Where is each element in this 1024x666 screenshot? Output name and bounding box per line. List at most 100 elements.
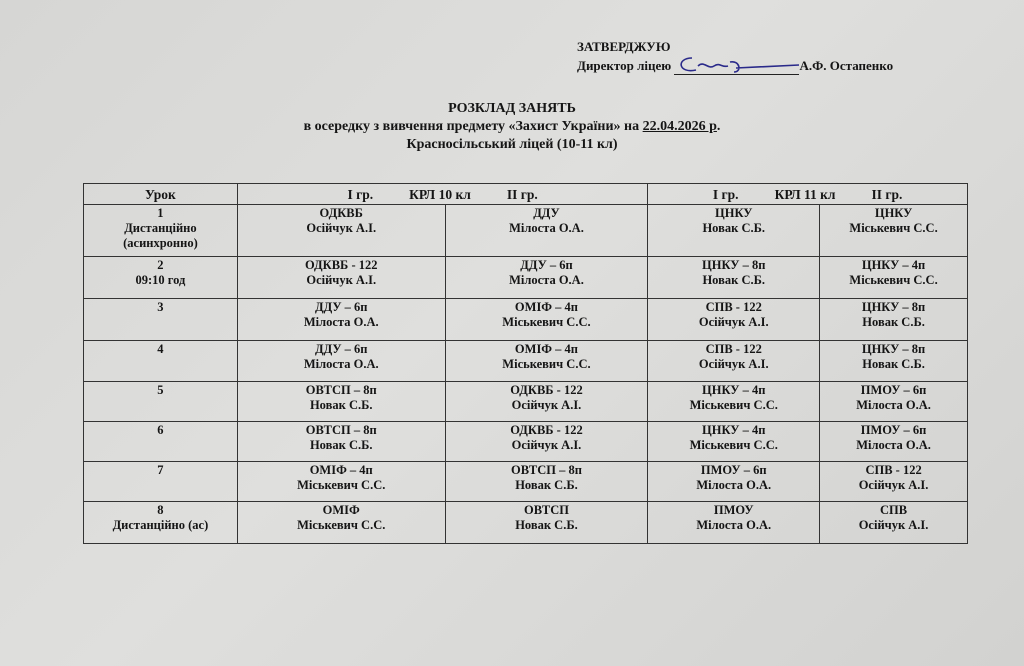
table-row: 8 Дистанційно (ас) ОМІФ Міськевич С.С. ОВТСП… [83,501,968,544]
teacher: Міськевич С.С. [502,357,591,371]
subject-cell: ОДКВБ - 122 Осійчук А.І. [236,256,446,299]
lesson-cell: 7 [83,461,238,502]
subject-cell: ОВТСП Новак С.Б. [444,501,649,544]
teacher: Мілоста О.А. [509,273,584,287]
subject: ЦНКУ – 4п [861,258,926,272]
title-line2: в осередку з вивчення предмету «Захист У… [0,118,1024,136]
subject: ОДКВБ [319,206,363,220]
subject: ОДКВБ - 122 [510,423,583,437]
lesson-number: 3 [157,300,164,314]
lesson-cell: 8 Дистанційно (ас) [83,501,238,544]
subject: ОДКВБ - 122 [304,258,378,272]
subject: ОВТСП – 8п [510,463,582,477]
title-line2-text: в осередку з вивчення предмету «Захист У… [303,119,643,134]
schedule-date: 22.04.2026 р [642,119,717,134]
subject-cell: ОДКВБ - 122 Осійчук А.І. [444,421,649,462]
subject: ДДУ – 6п [520,258,573,272]
lesson-cell: 1 Дистанційно (асинхронно) [83,204,238,257]
subject: ОМІФ – 4п [514,342,578,356]
header-group1: І гр. [712,186,739,202]
subject: ОВТСП – 8п [305,423,377,437]
subject-cell: ЦНКУ – 8п Новак С.Б. [819,298,968,341]
subject-cell: ОВТСП – 8п Новак С.Б. [236,421,446,462]
teacher: Мілоста О.А. [509,221,584,235]
teacher: Новак С.Б. [862,357,925,371]
lesson-number: 8 [157,503,164,517]
subject-cell: ДДУ – 6п Мілоста О.А. [236,340,446,382]
approval-block: ЗАТВЕРДЖУЮ Директор ліцею А.Ф. Остапенко [577,37,893,75]
lesson-note: 09:10 год [135,273,186,287]
subject-cell: СПВ - 122 Осійчук А.І. [819,461,968,502]
title-line2-suffix: . [716,119,721,134]
subject-cell: ОВТСП – 8п Новак С.Б. [444,461,649,502]
teacher: Новак С.Б. [515,478,578,492]
teacher: Новак С.Б. [309,398,373,412]
subject: ЦНКУ – 4п [702,423,766,437]
subject: ЦНКУ – 8п [861,342,926,356]
subject: ОМІФ – 4п [514,300,578,314]
subject: ПМОУ – 6п [860,423,927,437]
teacher: Міськевич С.С. [297,518,386,532]
lesson-number: 5 [157,383,164,397]
subject: ОДКВБ - 122 [510,383,583,397]
subject: ОМІФ [322,503,360,517]
table-row: 4 ДДУ – 6п Мілоста О.А. ОМІФ – 4п Міськевич … [83,340,968,382]
approval-name: А.Ф. Остапенко [799,58,894,73]
subject-cell: ОВТСП – 8п Новак С.Б. [236,381,446,422]
header-group1: І гр. [347,186,374,202]
lesson-note: Дистанційно (ас) [112,518,209,532]
teacher: Мілоста О.А. [696,518,772,532]
teacher: Новак С.Б. [702,273,765,287]
subject: ОВТСП [523,503,569,517]
subject-cell: ПМОУ – 6п Мілоста О.А. [819,421,968,462]
subject-cell: ОМІФ Міськевич С.С. [236,501,446,544]
subject: ОМІФ – 4п [309,463,373,477]
header-class10: І гр. КРЛ 10 кл ІІ гр. [236,183,649,205]
subject: ЦНКУ [874,206,913,220]
signature [674,57,800,75]
subject-cell: СПВ - 122 Осійчук А.І. [647,298,821,341]
subject-cell: ДДУ – 6п Мілоста О.А. [444,256,649,299]
subject: СПВ - 122 [865,463,922,477]
teacher: Новак С.Б. [862,315,925,329]
subject-cell: ЦНКУ Новак С.Б. [647,204,821,257]
lesson-cell: 3 [83,298,238,341]
teacher: Міськевич С.С. [689,398,778,412]
subject: ПМОУ – 6п [860,383,927,397]
table-row: 2 09:10 год ОДКВБ - 122 Осійчук А.І. ДДУ – 6… [83,256,968,299]
teacher: Мілоста О.А. [856,398,931,412]
table-row: 1 Дистанційно (асинхронно) ОДКВБ Осійчук А.… [83,204,968,257]
subject-cell: ЦНКУ – 4п Міськевич С.С. [819,256,968,299]
subject-cell: ОМІФ – 4п Міськевич С.С. [236,461,446,502]
teacher: Осійчук А.І. [858,518,929,532]
title-line1: РОЗКЛАД ЗАНЯТЬ [448,101,576,116]
subject-cell: ДДУ – 6п Мілоста О.А. [236,298,446,341]
table-row: 3 ДДУ – 6п Мілоста О.А. ОМІФ – 4п Міськевич … [83,298,968,341]
lesson-number: 2 [157,258,164,272]
schedule-table: Урок І гр. КРЛ 10 кл ІІ гр. І гр. КРЛ 11 кл… [83,183,968,544]
teacher: Осійчук А.І. [698,357,769,371]
teacher: Новак С.Б. [515,518,578,532]
subject-cell: ПМОУ Мілоста О.А. [647,501,821,544]
approval-position: Директор ліцею [577,58,672,73]
teacher: Осійчук А.І. [858,478,929,492]
subject: ПМОУ – 6п [700,463,767,477]
lesson-note: Дистанційно (асинхронно) [123,221,198,250]
teacher: Осійчук А.І. [698,315,769,329]
teacher: Новак С.Б. [309,438,373,452]
teacher: Мілоста О.А. [856,438,931,452]
table-row: 5 ОВТСП – 8п Новак С.Б. ОДКВБ - 122 Осійчук … [83,381,968,422]
subject-cell: ПМОУ – 6п Мілоста О.А. [647,461,821,502]
subject: ЦНКУ – 4п [702,383,766,397]
subject: ДДУ [533,206,560,220]
subject: СПВ [880,503,908,517]
header-group2: ІІ гр. [506,186,538,202]
teacher: Мілоста О.А. [303,357,379,371]
teacher: Міськевич С.С. [849,273,938,287]
subject-cell: ЦНКУ – 8п Новак С.Б. [647,256,821,299]
lesson-cell: 2 09:10 год [83,256,238,299]
header-group2: ІІ гр. [871,186,903,202]
header-class11-label: КРЛ 11 кл [774,186,836,202]
subject: ЦНКУ – 8п [702,258,766,272]
subject: ДДУ – 6п [314,342,368,356]
